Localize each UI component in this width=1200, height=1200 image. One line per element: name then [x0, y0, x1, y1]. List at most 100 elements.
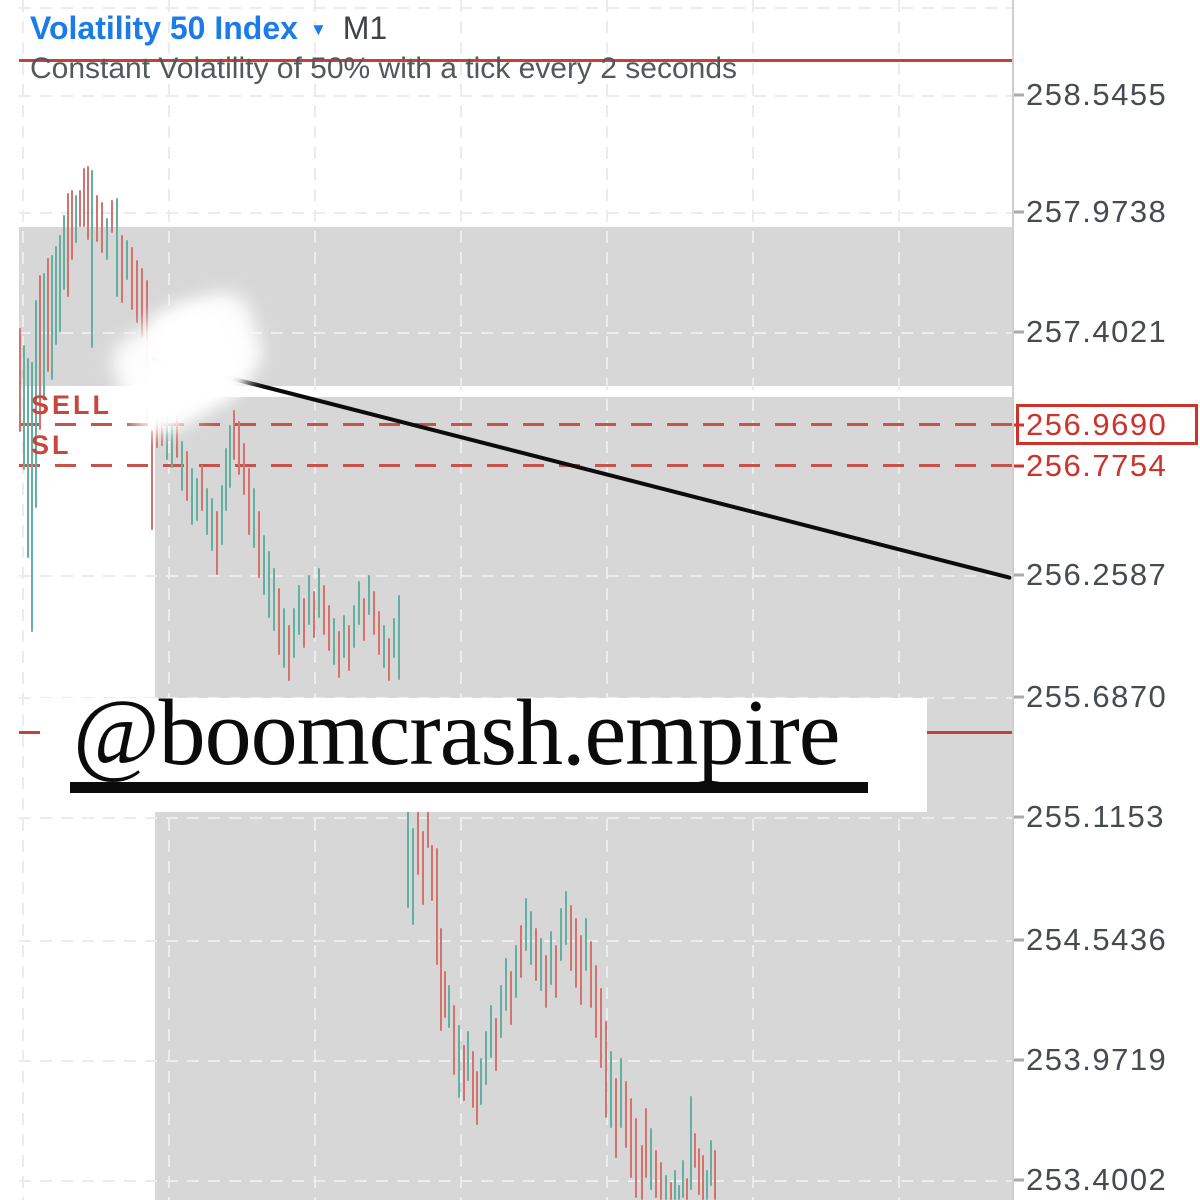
candle-bar [51, 255, 53, 380]
candle-bar [453, 1005, 455, 1075]
candle-bar [313, 591, 315, 638]
candle-bar [166, 405, 168, 460]
price-axis-label: 258.5455 [1026, 77, 1168, 112]
h-gridline [19, 332, 1012, 334]
candle-bar [106, 218, 108, 260]
h-gridline [19, 940, 1012, 942]
v-gridline [898, 0, 900, 1200]
candle-bar [126, 240, 128, 280]
candle-bar [303, 598, 305, 648]
candle-bar [485, 1031, 487, 1085]
v-gridline [314, 0, 316, 1200]
candle-bar [35, 300, 37, 508]
candle-bar [444, 971, 446, 1018]
candle-bar [630, 1098, 632, 1178]
candle-bar [23, 345, 25, 470]
candle-bar [605, 1021, 607, 1118]
candle-bar [448, 985, 450, 1028]
candle-bar [201, 465, 203, 511]
candle-bar [431, 845, 433, 901]
candle-bar [298, 585, 300, 635]
candle-bar [373, 591, 375, 635]
candle-bar [665, 1175, 667, 1200]
candle-bar [615, 1078, 617, 1158]
candle-bar [67, 193, 69, 297]
price-axis-label: 257.4021 [1026, 314, 1168, 349]
candle-bar [520, 925, 522, 978]
candle-bar [670, 1182, 672, 1200]
candle-bar [348, 625, 350, 671]
candle-bar [273, 568, 275, 631]
h-gridline [19, 1180, 1012, 1182]
candle-bar [206, 488, 208, 535]
candle-bar [535, 928, 537, 981]
watermark-text: @boomcrash.empire [73, 681, 840, 785]
candle-bar [27, 358, 29, 558]
candle-bar [79, 190, 81, 227]
candle-bar [565, 891, 567, 945]
candle-bar [575, 918, 577, 988]
candle-bar [238, 421, 240, 475]
candle-bar [253, 488, 255, 548]
candle-bar [690, 1096, 692, 1190]
candle-bar [111, 200, 113, 233]
candle-bar [116, 198, 118, 297]
candle-bar [702, 1155, 704, 1200]
candle-bar [328, 605, 330, 651]
candle-bar [136, 260, 138, 323]
candle-bar [540, 938, 542, 991]
candle-bar [694, 1133, 696, 1168]
sell-order-label: SELL [31, 390, 113, 420]
price-axis-label: 256.2587 [1026, 557, 1168, 592]
candle-bar [283, 608, 285, 668]
candle-bar [59, 235, 61, 332]
candlestick-chart-canvas[interactable]: @boomcrash.empire SELL SL [0, 0, 1012, 1200]
candle-bar [221, 485, 223, 545]
candle-bar [595, 965, 597, 1038]
candle-bar [333, 618, 335, 665]
candle-bar [436, 848, 438, 965]
candle-bar [151, 430, 153, 530]
price-axis-label: 253.4002 [1026, 1162, 1168, 1197]
candle-bar [458, 1025, 460, 1098]
candle-bar [363, 598, 365, 641]
price-axis-tick [1014, 330, 1024, 334]
timeframe-selector[interactable]: M1 [342, 10, 388, 46]
price-axis[interactable]: 258.5455 257.9738 257.4021 256.9690 256.7754… [1012, 0, 1200, 1200]
candle-bar [555, 945, 557, 998]
candle-bar [131, 247, 133, 310]
candle-bar [121, 235, 123, 303]
candle-bar [343, 615, 345, 658]
candle-bar [308, 575, 310, 625]
price-axis-label: 253.9719 [1026, 1042, 1168, 1077]
candle-bar [388, 638, 390, 681]
candle-bar [216, 511, 218, 575]
candle-bar [570, 905, 572, 971]
candle-bar [258, 511, 260, 578]
stop-loss-label: SL [31, 430, 72, 460]
h-gridline [19, 212, 1012, 214]
candle-bar [545, 955, 547, 1008]
price-axis-tick [1014, 210, 1024, 214]
candle-bar [476, 1071, 478, 1125]
red-price-line [19, 59, 1012, 62]
watermark-background [40, 698, 927, 812]
candle-bar [71, 190, 73, 260]
price-axis-tick [1014, 573, 1024, 577]
symbol-selector[interactable]: Volatility 50 Index [30, 10, 298, 46]
candle-bar [19, 328, 21, 432]
candle-bar [293, 608, 295, 658]
order-dashed-line [19, 423, 1012, 426]
candle-bar [233, 410, 235, 460]
h-gridline [19, 7, 1012, 9]
price-axis-label: 255.6870 [1026, 679, 1168, 714]
candle-bar [39, 275, 41, 430]
candle-bar [353, 605, 355, 648]
candle-bar [463, 1045, 465, 1101]
candle-bar [678, 1185, 680, 1200]
candle-bar [417, 808, 419, 875]
candle-bar [412, 828, 414, 925]
h-gridline [19, 1060, 1012, 1062]
chevron-down-icon[interactable]: ▼ [309, 20, 327, 39]
